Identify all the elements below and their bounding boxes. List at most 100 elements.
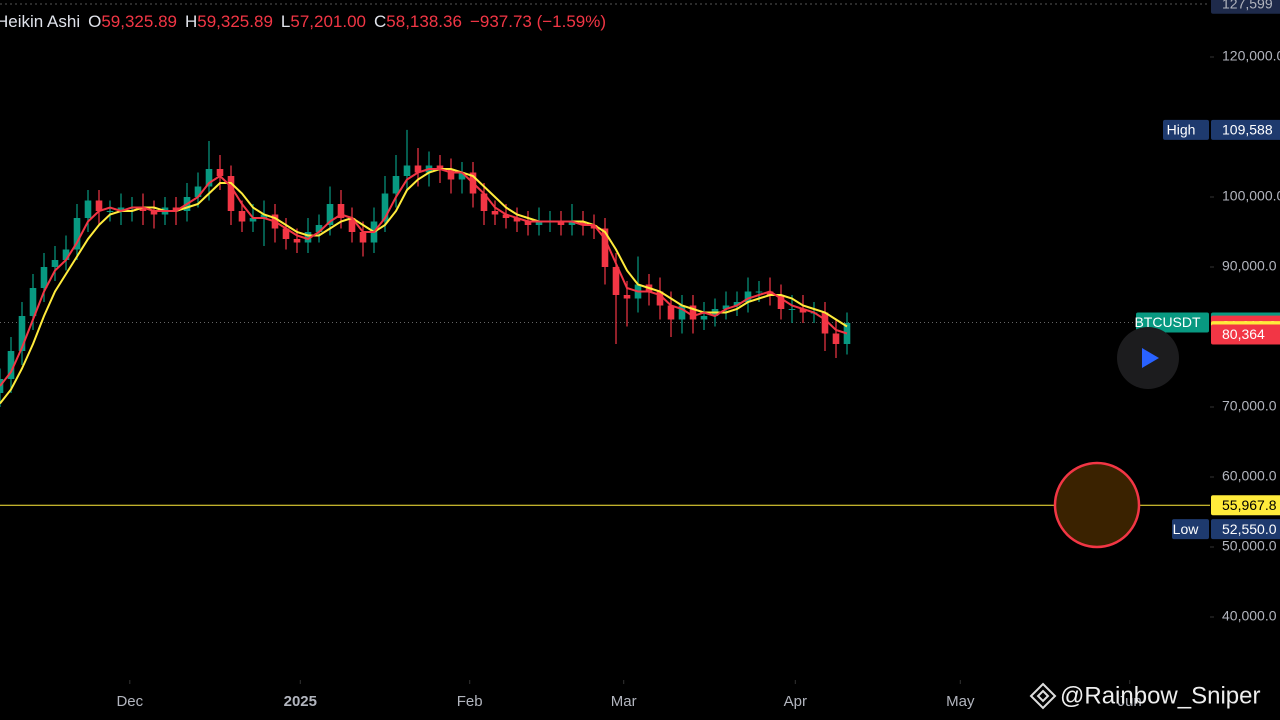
candle-body xyxy=(18,316,26,352)
candle-body xyxy=(678,305,686,320)
y-tick-label: 90,000.0 xyxy=(1222,258,1277,274)
y-tick-label: 40,000.0 xyxy=(1222,608,1277,624)
candle-body xyxy=(337,204,345,219)
candle-body xyxy=(172,207,180,212)
price-tag-label: 127,599 xyxy=(1222,0,1273,12)
candle-body xyxy=(29,288,37,317)
legend-item: L xyxy=(281,12,290,31)
candle-body xyxy=(194,186,202,198)
x-tick-label: Apr xyxy=(784,693,807,710)
candle-body xyxy=(381,193,389,222)
candle-body xyxy=(282,228,290,240)
y-tick-label: 120,000.0 xyxy=(1222,48,1280,64)
candle-body xyxy=(304,232,312,243)
candle-body xyxy=(535,221,543,226)
price-tag-label: 55,967.8 xyxy=(1222,497,1277,513)
candle-body xyxy=(755,291,763,293)
price-tag xyxy=(1211,0,1280,14)
price-tag-label: 80,364 xyxy=(1222,326,1265,342)
play-icon xyxy=(1142,348,1159,368)
y-tick-label: 60,000.0 xyxy=(1222,468,1277,484)
candle-body xyxy=(799,309,807,313)
candle-body xyxy=(557,221,565,226)
candle-body xyxy=(227,176,235,212)
candle-body xyxy=(656,291,664,306)
x-tick-label: Mar xyxy=(611,693,637,710)
candle-body xyxy=(513,218,521,222)
y-tick-label: 100,000.0 xyxy=(1222,188,1280,204)
candle-body xyxy=(612,267,620,296)
price-tag-name-box xyxy=(1163,119,1209,140)
candle-body xyxy=(106,211,114,213)
y-tick-label: 70,000.0 xyxy=(1222,398,1277,414)
x-tick-label: May xyxy=(946,693,975,710)
candle-body xyxy=(733,302,741,306)
price-tag-label: 52,550.0 xyxy=(1222,521,1277,537)
price-tag xyxy=(1211,119,1280,140)
candle-body xyxy=(766,291,774,296)
candle-body xyxy=(491,211,499,215)
candle-body xyxy=(238,211,246,222)
legend-item: 59,325.89 xyxy=(101,12,177,31)
candle-body xyxy=(7,351,15,380)
candle-body xyxy=(326,204,334,226)
legend-item: O xyxy=(88,12,101,31)
candle-body xyxy=(436,165,444,170)
candle-body xyxy=(84,200,92,219)
candle-body xyxy=(117,207,125,212)
x-tick-label: Dec xyxy=(116,693,143,710)
candle-body xyxy=(502,214,510,219)
candle-body xyxy=(51,260,59,268)
candle-body xyxy=(744,291,752,303)
price-tag-name-box xyxy=(1172,519,1209,540)
candle-body xyxy=(414,165,422,173)
candle-body xyxy=(601,228,609,268)
candle-body xyxy=(447,169,455,180)
price-tag-label: 109,588 xyxy=(1222,122,1273,138)
price-tag xyxy=(1211,519,1280,540)
candle-body xyxy=(788,309,796,311)
candle-body xyxy=(590,225,598,229)
candle-body xyxy=(458,172,466,180)
price-tag xyxy=(1211,324,1280,345)
legend-item: H xyxy=(185,12,197,31)
candle-body xyxy=(392,176,400,194)
candle-body xyxy=(843,323,851,345)
candle-body xyxy=(73,218,81,250)
candle-body xyxy=(205,169,213,187)
candle-body xyxy=(568,221,576,226)
candle-body xyxy=(95,200,103,212)
legend-item: Heikin Ashi xyxy=(0,12,80,31)
legend-item: 58,138.36 xyxy=(386,12,462,31)
price-tag-name-box xyxy=(1136,312,1209,333)
candle-body xyxy=(139,207,147,212)
watermark: @Rainbow_Sniper xyxy=(1060,682,1260,709)
candle-body xyxy=(216,169,224,177)
price-tag-name: BTCUSDT xyxy=(1134,314,1201,330)
candle-body xyxy=(689,305,697,320)
ma-line xyxy=(0,168,848,387)
candle-body xyxy=(0,379,4,394)
candle-body xyxy=(315,225,323,233)
candle-body xyxy=(62,249,70,261)
candle-body xyxy=(579,221,587,226)
legend: Heikin Ashi O59,325.89 H59,325.89 L57,201.0… xyxy=(0,12,606,31)
candle-body xyxy=(359,232,367,243)
candle-body xyxy=(700,316,708,320)
candle-body xyxy=(821,312,829,334)
legend-item: −937.73 (−1.59%) xyxy=(470,12,606,31)
candle-body xyxy=(667,305,675,320)
candle-body xyxy=(722,305,730,310)
candle-body xyxy=(293,239,301,243)
x-tick-label: Feb xyxy=(457,693,483,710)
candle-body xyxy=(40,267,48,289)
price-tag-name: Low xyxy=(1173,521,1200,537)
y-tick-label: 50,000.0 xyxy=(1222,538,1277,554)
legend-item: 59,325.89 xyxy=(197,12,273,31)
highlight-circle xyxy=(1053,461,1141,549)
price-tag xyxy=(1211,495,1280,516)
candle-body xyxy=(249,218,257,222)
